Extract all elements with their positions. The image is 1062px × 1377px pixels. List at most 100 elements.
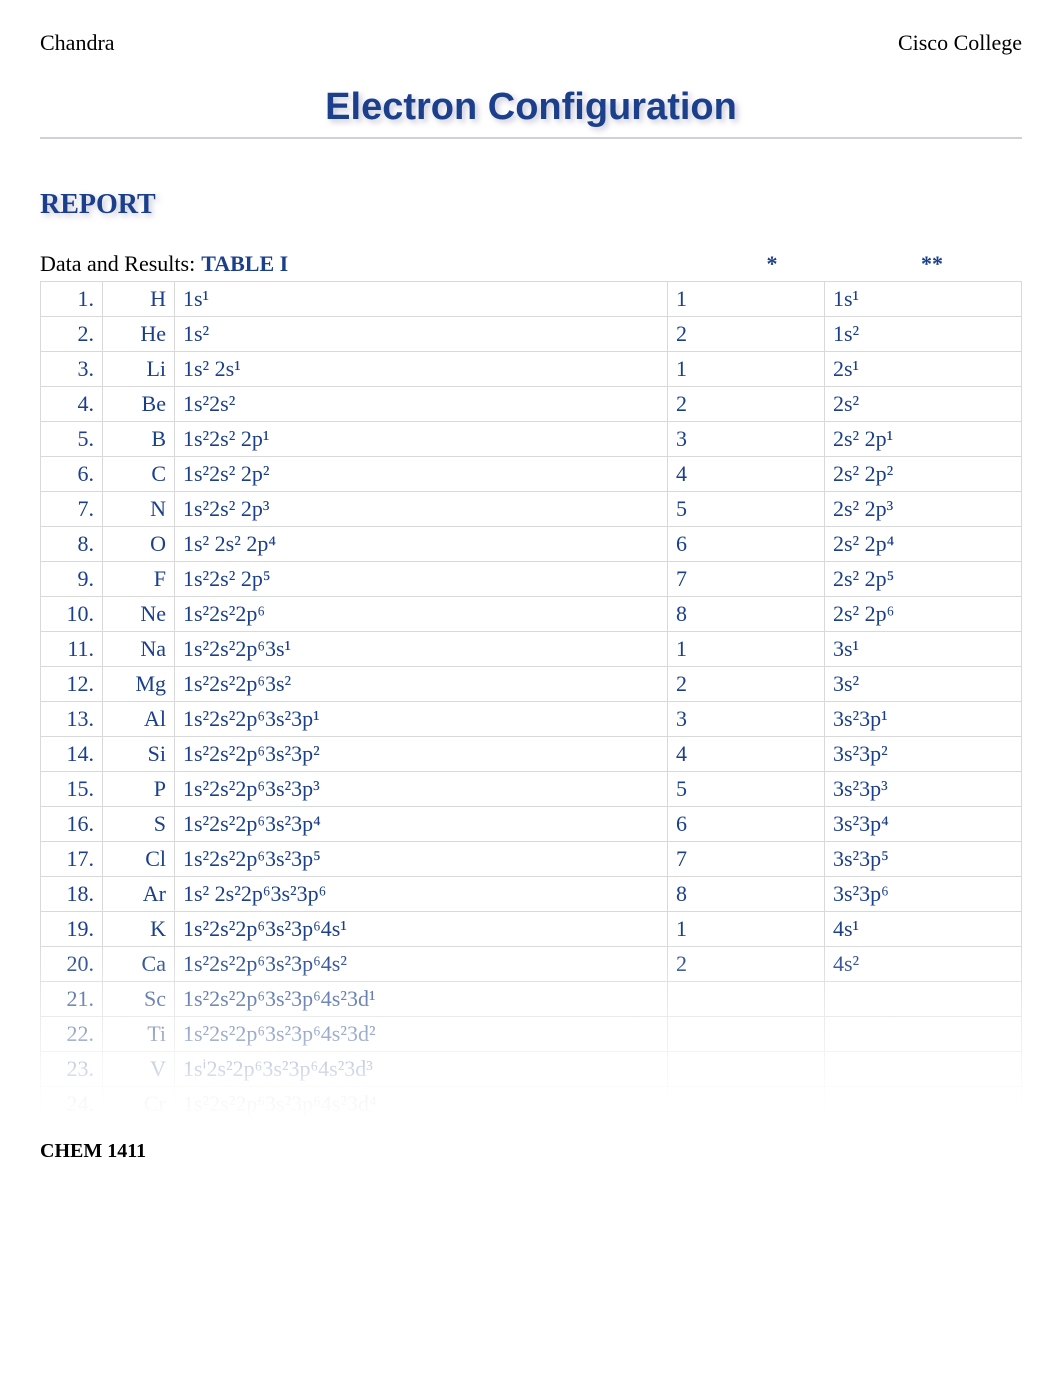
row-number: 24. [41,1087,103,1122]
element-symbol: Sc [103,982,175,1017]
table-row: 17.Cl1s²2s²2p⁶3s²3p⁵73s²3p⁵ [41,842,1022,877]
element-symbol: H [103,282,175,317]
valence-count: 2 [668,387,825,422]
table-row: 2.He1s²21s² [41,317,1022,352]
electron-configuration: 1s²2s² [175,387,668,422]
table-row: 22.Ti1s²2s²2p⁶3s²3p⁶4s²3d² [41,1017,1022,1052]
valence-config: 4s¹ [825,912,1022,947]
table-row: 6.C1s²2s² 2p²42s² 2p² [41,457,1022,492]
electron-configuration: 1s²2s² 2p¹ [175,422,668,457]
element-symbol: Mg [103,667,175,702]
electron-configuration: 1s²2s²2p⁶3s²3p⁴ [175,807,668,842]
valence-config: 2s² 2p⁵ [825,562,1022,597]
row-number: 23. [41,1052,103,1087]
valence-count: 6 [668,527,825,562]
row-number: 12. [41,667,103,702]
row-number: 18. [41,877,103,912]
element-symbol: Ca [103,947,175,982]
valence-config: 2s² 2p¹ [825,422,1022,457]
electron-configuration: 1s²2s²2p⁶3s²3p³ [175,772,668,807]
table-row: 7.N1s²2s² 2p³52s² 2p³ [41,492,1022,527]
valence-count: 4 [668,457,825,492]
valence-config: 3s²3p⁶ [825,877,1022,912]
valence-count: 2 [668,947,825,982]
element-symbol: C [103,457,175,492]
column-starstar: ** [842,251,1022,277]
valence-config [825,982,1022,1017]
element-symbol: O [103,527,175,562]
element-symbol: Ne [103,597,175,632]
row-number: 3. [41,352,103,387]
element-symbol: Be [103,387,175,422]
valence-config: 2s² 2p³ [825,492,1022,527]
row-number: 1. [41,282,103,317]
table-row: 4.Be1s²2s²22s² [41,387,1022,422]
element-symbol: Ti [103,1017,175,1052]
table-caption-name: TABLE I [201,251,288,277]
row-number: 7. [41,492,103,527]
section-title: REPORT [40,189,1022,221]
row-number: 20. [41,947,103,982]
table-row: 21.Sc1s²2s²2p⁶3s²3p⁶4s²3d¹ [41,982,1022,1017]
element-symbol: Ar [103,877,175,912]
table-row: 20.Ca1s²2s²2p⁶3s²3p⁶4s²24s² [41,947,1022,982]
column-star: * [702,251,842,277]
header-right: Cisco College [898,30,1022,56]
page-title: Electron Configuration [40,86,1022,139]
electron-configuration: 1s²2s²2p⁶3s²3p⁵ [175,842,668,877]
row-number: 22. [41,1017,103,1052]
electron-configuration: 1s²2s²2p⁶3s²3p⁶4s² [175,947,668,982]
valence-count: 1 [668,632,825,667]
element-symbol: Li [103,352,175,387]
row-number: 14. [41,737,103,772]
element-symbol: K [103,912,175,947]
row-number: 6. [41,457,103,492]
element-symbol: P [103,772,175,807]
electron-configuration: 1s² 2s²2p⁶3s²3p⁶ [175,877,668,912]
element-symbol: V [103,1052,175,1087]
valence-config [825,1087,1022,1122]
valence-count: 7 [668,562,825,597]
electron-config-table: 1.H1s¹11s¹2.He1s²21s²3.Li1s² 2s¹12s¹4.Be… [40,281,1022,1122]
page: Chandra Cisco College Electron Configura… [0,0,1062,1193]
table-row: 8.O1s² 2s² 2p⁴62s² 2p⁴ [41,527,1022,562]
row-number: 19. [41,912,103,947]
table-row: 16.S1s²2s²2p⁶3s²3p⁴63s²3p⁴ [41,807,1022,842]
valence-count: 5 [668,772,825,807]
row-number: 16. [41,807,103,842]
electron-configuration: 1s²2s²2p⁶3s¹ [175,632,668,667]
electron-configuration: 1s²2s² 2p³ [175,492,668,527]
element-symbol: N [103,492,175,527]
table-row: 11.Na1s²2s²2p⁶3s¹13s¹ [41,632,1022,667]
valence-count: 1 [668,912,825,947]
table-row: 12.Mg1s²2s²2p⁶3s²23s² [41,667,1022,702]
row-number: 4. [41,387,103,422]
table-row: 23.V1sⁱ2s²2p⁶3s²3p⁶4s²3d³ [41,1052,1022,1087]
electron-configuration: 1s² [175,317,668,352]
element-symbol: Cl [103,842,175,877]
table-row: 14.Si1s²2s²2p⁶3s²3p²43s²3p² [41,737,1022,772]
row-number: 5. [41,422,103,457]
valence-config: 3s²3p² [825,737,1022,772]
row-number: 10. [41,597,103,632]
element-symbol: He [103,317,175,352]
electron-configuration: 1sⁱ2s²2p⁶3s²3p⁶4s²3d³ [175,1052,668,1087]
valence-count: 8 [668,597,825,632]
footer-course: CHEM 1411 [40,1140,1022,1163]
valence-config: 4s² [825,947,1022,982]
valence-config: 3s¹ [825,632,1022,667]
table-caption: Data and Results: TABLE I * ** [40,251,1022,277]
table-row: 9.F1s²2s² 2p⁵72s² 2p⁵ [41,562,1022,597]
table-row: 13.Al1s²2s²2p⁶3s²3p¹33s²3p¹ [41,702,1022,737]
electron-configuration: 1s¹ [175,282,668,317]
row-number: 21. [41,982,103,1017]
valence-count [668,982,825,1017]
electron-configuration: 1s² 2s² 2p⁴ [175,527,668,562]
table-row: 24.Cr1s²2s²2p⁶3s²3p⁶4s²3d⁴ [41,1087,1022,1122]
table-row: 3.Li1s² 2s¹12s¹ [41,352,1022,387]
element-symbol: S [103,807,175,842]
element-symbol: Al [103,702,175,737]
electron-configuration: 1s²2s²2p⁶3s²3p² [175,737,668,772]
valence-config: 3s²3p³ [825,772,1022,807]
valence-config: 2s² 2p⁶ [825,597,1022,632]
